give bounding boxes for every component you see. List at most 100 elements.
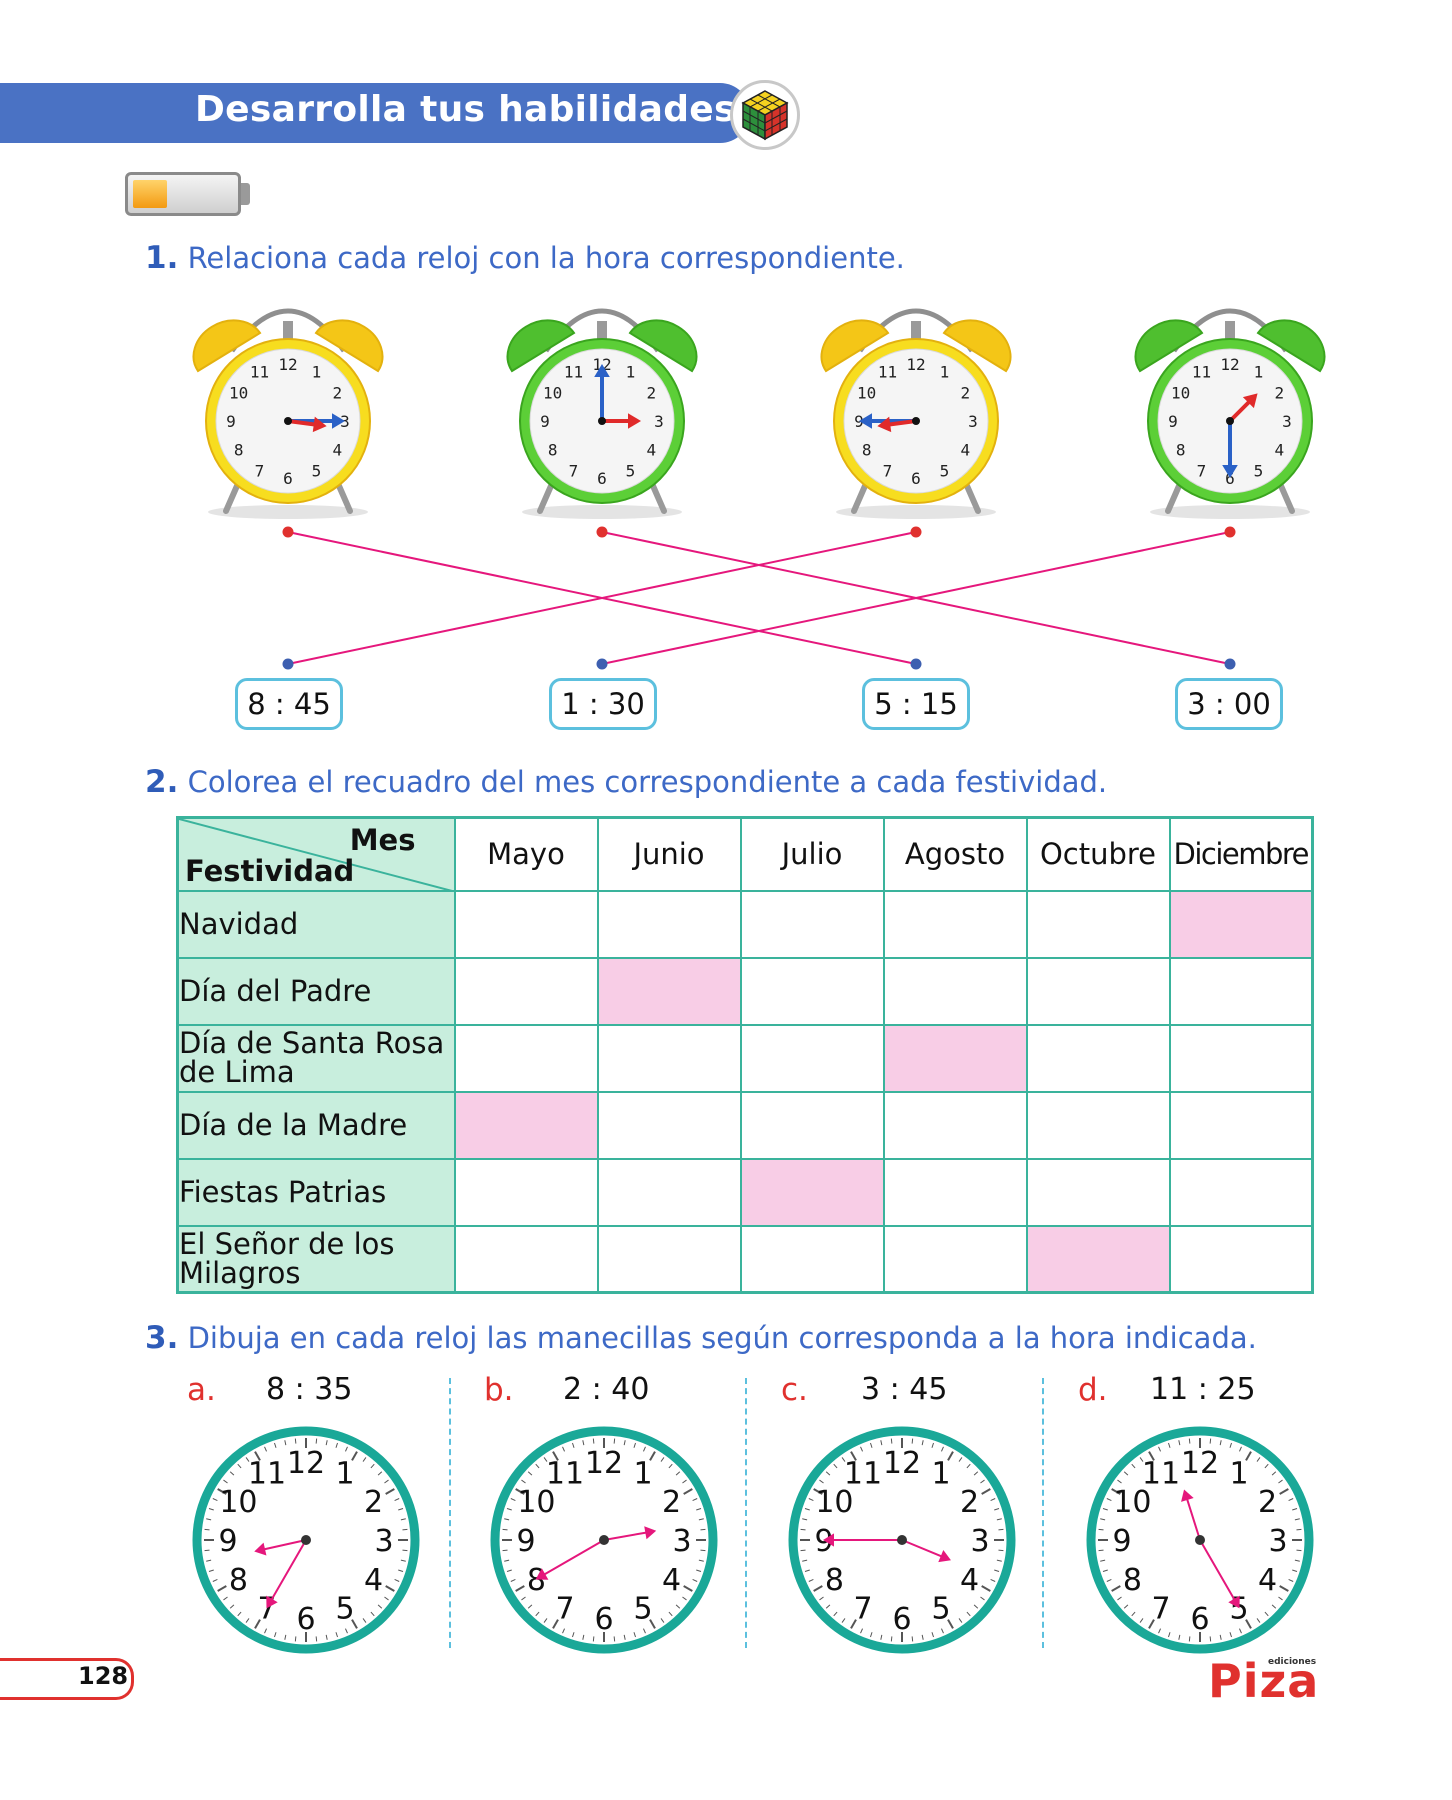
- clock-tick: [1148, 1619, 1155, 1629]
- month-cell[interactable]: [1025, 956, 1171, 1026]
- battery-level: [133, 180, 168, 208]
- month-cell[interactable]: [1025, 1023, 1171, 1093]
- clock-bell: [506, 319, 576, 373]
- month-header: Mayo: [453, 816, 599, 892]
- clock-tick: [1219, 1440, 1222, 1446]
- hour-hand-tip: [1242, 393, 1258, 409]
- minute-hand-tip: [1228, 1595, 1240, 1609]
- clock-numeral: 2: [647, 384, 657, 403]
- month-cell[interactable]: [596, 1090, 742, 1160]
- clock-numeral: 8: [548, 441, 558, 460]
- clock-tick: [1264, 1463, 1269, 1469]
- clock-tick: [1219, 1634, 1222, 1640]
- clock-bell: [628, 319, 698, 373]
- clock-tick: [510, 1578, 516, 1582]
- month-cell[interactable]: [739, 956, 885, 1026]
- month-cell-colored[interactable]: [882, 1023, 1028, 1093]
- clock-numeral: 7: [853, 1592, 872, 1627]
- clock-tick: [351, 1451, 358, 1461]
- month-cell[interactable]: [453, 956, 599, 1026]
- clock-numeral: 11: [248, 1456, 286, 1491]
- clock-shadow: [1150, 505, 1310, 519]
- month-cell[interactable]: [1168, 1224, 1314, 1294]
- month-cell[interactable]: [739, 1224, 885, 1294]
- clock-tick: [870, 1442, 873, 1448]
- hour-hand-tip: [877, 416, 892, 433]
- connector-dot-bottom: [1224, 658, 1236, 670]
- clock-tick: [264, 1446, 268, 1452]
- hour-hand-tip: [254, 1542, 267, 1556]
- month-cell[interactable]: [882, 1090, 1028, 1160]
- clock-numeral: 12: [585, 1446, 623, 1481]
- clock-tick: [562, 1446, 566, 1452]
- month-cell-colored[interactable]: [1168, 889, 1314, 959]
- month-cell[interactable]: [596, 1224, 742, 1294]
- question-3-number: 3.: [145, 1320, 179, 1356]
- month-cell[interactable]: [453, 1157, 599, 1227]
- clock-matching-area: 1234567891011121234567891011121234567891…: [192, 308, 1326, 670]
- clock-tick: [808, 1498, 814, 1502]
- clock-tick: [344, 1446, 348, 1452]
- clock-numeral: 12: [1181, 1446, 1219, 1481]
- month-cell[interactable]: [739, 889, 885, 959]
- clock-numeral: 8: [229, 1563, 248, 1598]
- clock-numeral: 3: [970, 1524, 989, 1559]
- clock-tick: [506, 1508, 512, 1511]
- month-cell[interactable]: [453, 1023, 599, 1093]
- clock-tick: [362, 1618, 367, 1623]
- month-cell[interactable]: [882, 1224, 1028, 1294]
- month-cell[interactable]: [1168, 1157, 1314, 1227]
- month-cell[interactable]: [1025, 889, 1171, 959]
- clock-tick: [660, 1618, 665, 1623]
- month-cell[interactable]: [1025, 1157, 1171, 1227]
- clock-tick: [1271, 1604, 1277, 1609]
- month-cell[interactable]: [1168, 1023, 1314, 1093]
- clock-tick: [825, 1471, 831, 1476]
- clock-tick: [344, 1628, 348, 1634]
- month-cell-colored[interactable]: [1025, 1224, 1171, 1294]
- section-title: Desarrolla tus habilidades: [195, 89, 736, 130]
- clock-tick: [535, 1463, 540, 1469]
- month-cell[interactable]: [453, 1224, 599, 1294]
- month-cell[interactable]: [596, 889, 742, 959]
- clock-tick: [1098, 1528, 1104, 1531]
- clock-tick: [1245, 1619, 1252, 1629]
- month-cell[interactable]: [596, 1157, 742, 1227]
- month-cell[interactable]: [453, 889, 599, 959]
- clock-tick: [649, 1619, 656, 1629]
- month-cell-colored[interactable]: [453, 1090, 599, 1160]
- month-cell-colored[interactable]: [739, 1157, 885, 1227]
- clock-bell: [820, 319, 890, 373]
- clock-tick: [800, 1549, 806, 1552]
- month-cell[interactable]: [596, 1023, 742, 1093]
- clock-tick: [506, 1569, 512, 1572]
- clock-tick: [1158, 1446, 1162, 1452]
- clock-tick: [370, 1611, 375, 1617]
- month-cell[interactable]: [739, 1023, 885, 1093]
- month-cell[interactable]: [739, 1090, 885, 1160]
- clock-tick: [335, 1442, 338, 1448]
- clock-tick: [504, 1559, 510, 1562]
- clock-tick: [208, 1569, 214, 1572]
- month-cell[interactable]: [1025, 1090, 1171, 1160]
- clock-stem: [911, 321, 921, 339]
- clock-numeral: 7: [255, 461, 265, 480]
- clock-tick: [633, 1442, 636, 1448]
- clock-tick: [1139, 1457, 1144, 1462]
- clock-numeral: 4: [647, 441, 657, 460]
- clock-tick: [800, 1528, 806, 1531]
- clock-tick: [515, 1585, 525, 1592]
- month-cell[interactable]: [882, 1157, 1028, 1227]
- clock-numeral: 1: [335, 1456, 354, 1491]
- clock-tick: [1188, 1438, 1191, 1444]
- clock-tick: [1238, 1446, 1242, 1452]
- question-2: 2. Colorea el recuadro del mes correspon…: [145, 764, 1107, 800]
- month-cell[interactable]: [882, 956, 1028, 1026]
- month-cell-colored[interactable]: [596, 956, 742, 1026]
- month-cell[interactable]: [1168, 1090, 1314, 1160]
- clock-tick: [1288, 1498, 1294, 1502]
- clock-tick: [315, 1438, 318, 1444]
- clock-tick: [1100, 1559, 1106, 1562]
- month-cell[interactable]: [882, 889, 1028, 959]
- month-cell[interactable]: [1168, 956, 1314, 1026]
